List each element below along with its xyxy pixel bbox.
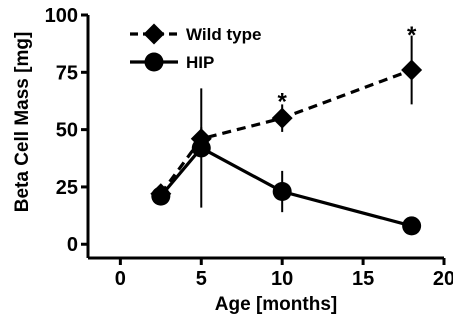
legend-item: HIP <box>130 52 214 72</box>
significance-marker: * <box>407 22 417 49</box>
x-tick-label: 0 <box>115 268 126 290</box>
x-tick-label: 15 <box>352 268 374 290</box>
series-hip <box>151 88 422 236</box>
x-axis-label: Age [months] <box>215 294 337 315</box>
series-line <box>159 68 413 195</box>
plot-area: ** <box>150 22 423 236</box>
legend-marker <box>143 23 165 45</box>
data-point <box>271 107 293 129</box>
y-axis-label: Beta Cell Mass [mg] <box>12 32 33 213</box>
x-tick-label: 5 <box>196 268 207 290</box>
axis-labels: Age [months] Beta Cell Mass [mg] <box>12 32 337 315</box>
data-point <box>401 59 423 81</box>
y-tick-label: 75 <box>56 62 78 84</box>
axes: 0 25 50 75 100 0 5 10 15 20 <box>45 5 453 290</box>
data-point <box>191 138 211 158</box>
x-tick-label: 10 <box>271 268 293 290</box>
legend: Wild type HIP <box>130 23 261 72</box>
data-point <box>272 182 292 202</box>
legend-marker <box>144 52 164 72</box>
y-tick-label: 25 <box>56 177 78 199</box>
x-tick-label: 20 <box>433 268 453 290</box>
y-tick-label: 100 <box>45 5 78 27</box>
data-point <box>151 186 171 206</box>
y-tick-label: 50 <box>56 120 78 142</box>
y-tick-label: 0 <box>67 234 78 256</box>
legend-item: Wild type <box>130 23 261 45</box>
series-line <box>159 145 413 228</box>
significance-marker: * <box>278 89 288 116</box>
legend-label: Wild type <box>186 25 261 44</box>
data-point <box>402 216 422 236</box>
legend-label: HIP <box>186 53 214 72</box>
